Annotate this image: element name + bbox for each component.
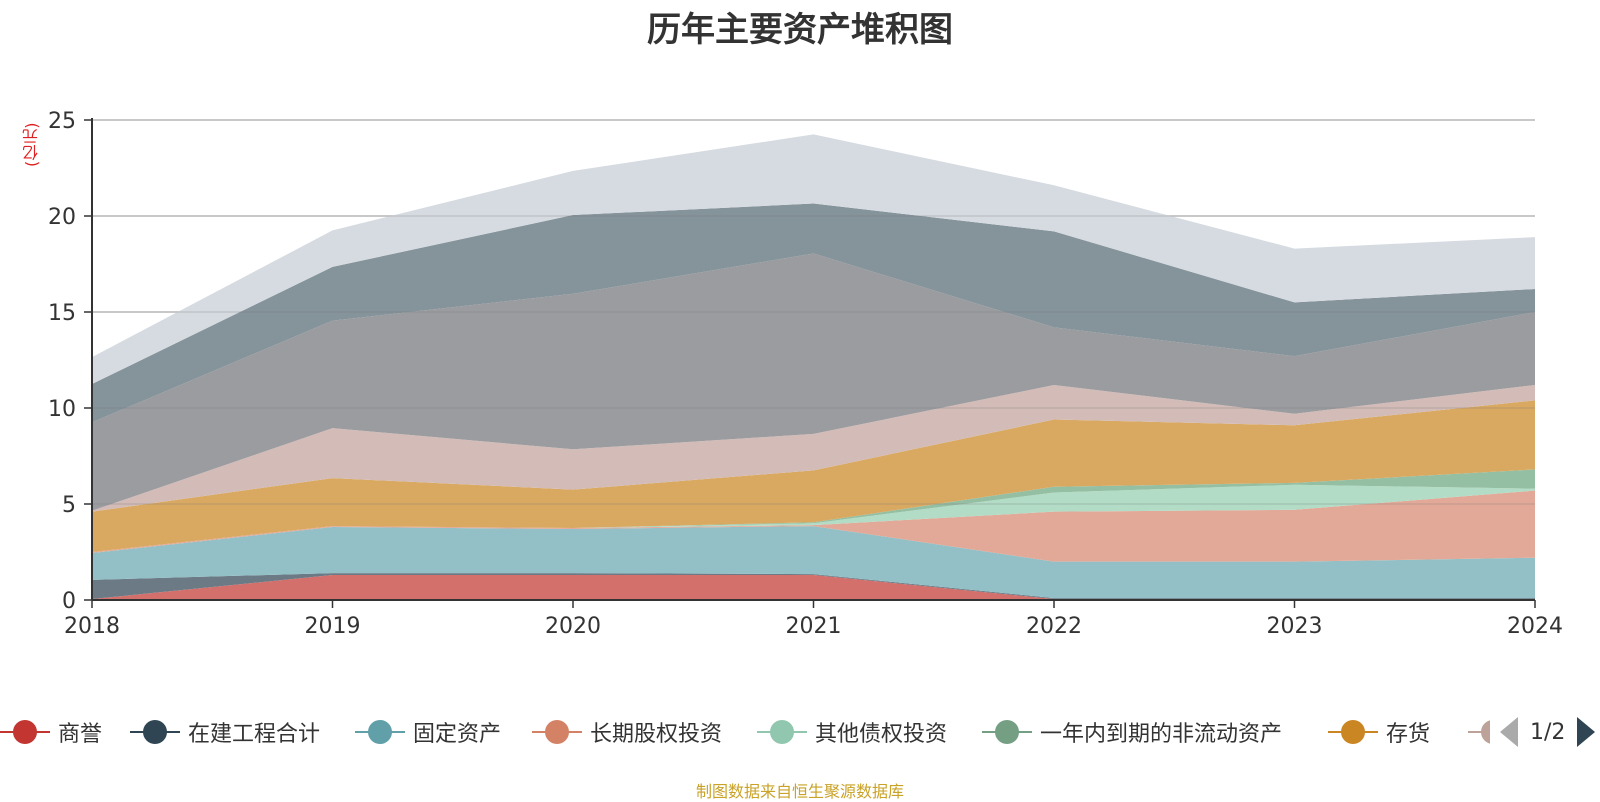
x-tick-label: 2019 [305,614,361,639]
legend-label: 存货 [1386,722,1431,747]
area-series-2 [92,526,1535,599]
legend-next-page-icon[interactable] [1577,717,1596,747]
legend-page-indicator: 1/2 [1530,719,1566,745]
legend-symbol-icon [1328,712,1378,752]
area-series-10 [92,134,1535,384]
legend-symbol-icon [355,712,405,752]
legend-item[interactable] [1468,712,1490,752]
source-note: 制图数据来自恒生聚源数据库 [695,782,904,801]
x-tick-label: 2018 [64,614,120,639]
legend-pager: 1/2 [1500,712,1596,752]
area-series-3 [92,490,1535,562]
legend-item[interactable]: 商誉 [0,712,102,752]
legend-prev-page-icon[interactable] [1500,717,1518,747]
legend-item[interactable]: 固定资产 [355,712,501,752]
area-series-7 [92,384,1535,512]
legend-label: 长期股权投资 [590,722,723,747]
legend-symbol-icon [757,712,807,752]
legend-label: 商誉 [58,722,103,747]
legend-item[interactable]: 在建工程合计 [130,712,320,752]
legend-label: 一年内到期的非流动资产 [1040,722,1283,747]
stacked-area-chart: 0 5 10 15 20 25 2018 2019 2020 2021 2022 2023 2024 [48,109,1563,639]
legend-label: 在建工程合计 [188,722,321,747]
y-tick-label: 5 [62,493,76,518]
area-series-5 [92,469,1535,552]
legend-item[interactable]: 长期股权投资 [532,712,722,752]
legend-symbol-icon [130,712,180,752]
y-tick-label: 20 [48,205,76,230]
legend-item[interactable]: 一年内到期的非流动资产 [982,712,1282,752]
y-tick-label: 25 [48,109,76,134]
legend-item[interactable]: 存货 [1328,712,1430,752]
x-tick-label: 2020 [545,614,601,639]
area-series-0 [92,575,1535,600]
legend-symbol-icon [1468,712,1490,752]
legend-symbol-icon [532,712,582,752]
legend-label: 固定资产 [413,722,502,747]
x-tick-label: 2024 [1507,614,1563,639]
x-tick-label: 2022 [1026,614,1082,639]
chart-title: 历年主要资产堆积图 [647,10,953,50]
legend-symbol-icon [0,712,50,752]
area-series-8 [92,253,1535,511]
area-series-4 [92,484,1535,552]
x-tick-label: 2023 [1267,614,1323,639]
legend-symbol-icon [982,712,1032,752]
legend: 商誉 在建工程合计 固定资产 长期股权投资 其他债权投资 一年内到期的非流动资产 存货 [0,712,1600,752]
area-series-9 [92,203,1535,423]
y-tick-label: 15 [48,301,76,326]
x-tick-label: 2021 [786,614,842,639]
legend-label: 其他债权投资 [815,722,948,747]
area-series-6 [92,400,1535,552]
legend-item[interactable]: 其他债权投资 [757,712,947,752]
y-tick-label: 10 [48,397,76,422]
y-tick-label: 0 [62,589,76,614]
